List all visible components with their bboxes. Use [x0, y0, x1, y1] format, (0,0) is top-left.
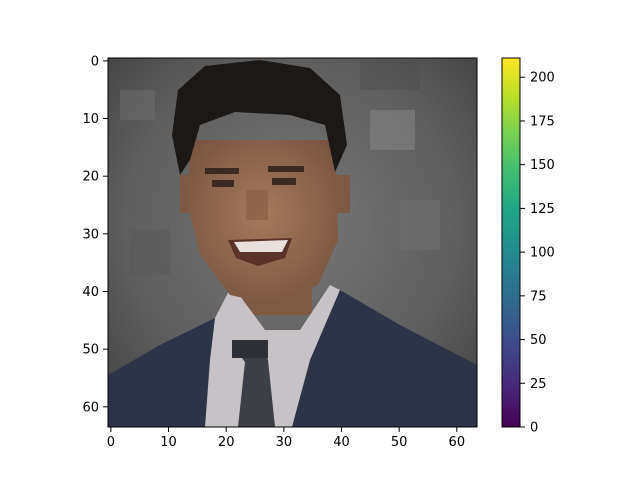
- y-tick-label: 0: [91, 54, 99, 69]
- x-tick-label: 10: [160, 435, 177, 450]
- x-tick-label: 50: [391, 435, 408, 450]
- colorbar-tick-label: 0: [530, 421, 538, 436]
- y-tick-label: 60: [82, 400, 99, 415]
- portrait-image: [108, 58, 477, 427]
- y-axis-ticks: 0 10 20 30 40 50 60: [82, 54, 108, 415]
- colorbar-tick-label: 200: [530, 71, 555, 86]
- colorbar: [502, 58, 520, 427]
- x-tick-label: 0: [107, 435, 115, 450]
- colorbar-tick-label: 25: [530, 377, 547, 392]
- y-tick-label: 40: [82, 285, 99, 300]
- y-tick-label: 30: [82, 227, 99, 242]
- colorbar-tick-label: 100: [530, 246, 555, 261]
- colorbar-tick-label: 175: [530, 114, 555, 129]
- y-tick-label: 10: [82, 112, 99, 127]
- y-tick-label: 50: [82, 343, 99, 358]
- x-tick-label: 30: [276, 435, 293, 450]
- x-axis-ticks: 0 10 20 30 40 50 60: [107, 427, 465, 450]
- y-tick-label: 20: [82, 170, 99, 185]
- x-tick-label: 40: [333, 435, 350, 450]
- colorbar-tick-label: 125: [530, 202, 555, 217]
- colorbar-tick-label: 150: [530, 158, 555, 173]
- colorbar-tick-label: 50: [530, 333, 547, 348]
- colorbar-tick-label: 75: [530, 289, 547, 304]
- x-tick-label: 20: [218, 435, 235, 450]
- colorbar-ticks: 0 25 50 75 100 125 150 175 200: [520, 71, 555, 436]
- plot-frame: [107, 57, 478, 428]
- colorbar-frame: [501, 57, 521, 428]
- x-tick-label: 60: [449, 435, 466, 450]
